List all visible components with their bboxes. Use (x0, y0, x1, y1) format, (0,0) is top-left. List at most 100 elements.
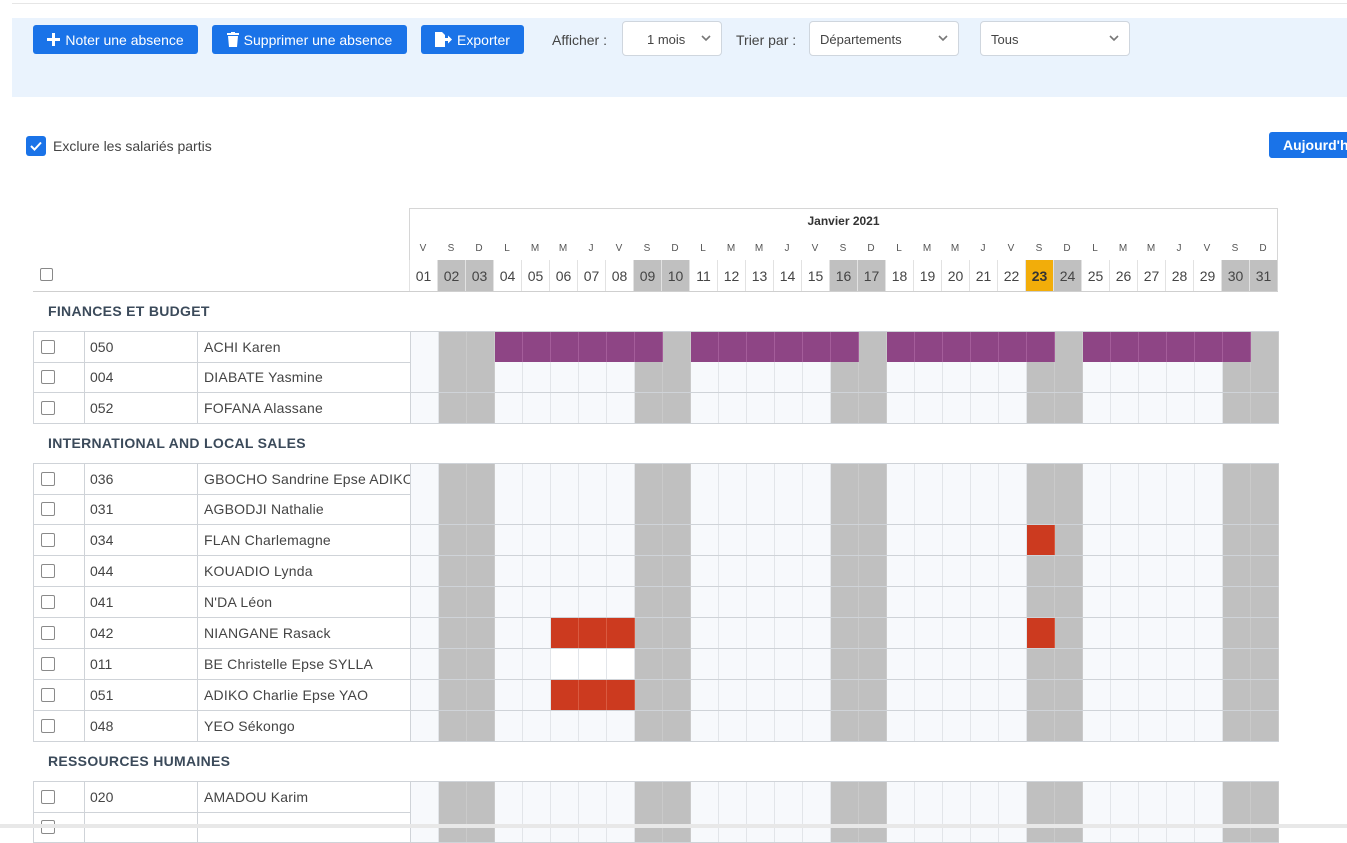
weekend-cell[interactable] (635, 711, 663, 741)
day-cell[interactable] (1083, 680, 1111, 710)
day-cell[interactable] (1195, 362, 1223, 392)
day-cell[interactable] (747, 393, 775, 423)
day-cell[interactable] (803, 494, 831, 524)
weekend-cell[interactable] (859, 332, 887, 362)
employee-row[interactable]: 004 DIABATE Yasmine (33, 362, 1279, 393)
employee-row[interactable]: 050 ACHI Karen (33, 331, 1279, 363)
day-cell[interactable] (775, 393, 803, 423)
absence-cell[interactable] (719, 332, 747, 362)
today-button[interactable]: Aujourd'hui (1269, 132, 1347, 158)
day-cell[interactable] (1111, 525, 1139, 555)
weekend-cell[interactable] (663, 362, 691, 392)
day-cell[interactable] (971, 362, 999, 392)
day-cell[interactable] (1195, 525, 1223, 555)
day-cell[interactable] (887, 782, 915, 812)
row-checkbox[interactable] (41, 657, 55, 671)
day-cell[interactable] (495, 649, 523, 679)
day-cell[interactable] (887, 393, 915, 423)
weekend-cell[interactable] (831, 649, 859, 679)
row-checkbox[interactable] (41, 595, 55, 609)
absence-cell[interactable] (1027, 525, 1055, 555)
day-cell[interactable] (971, 649, 999, 679)
weekend-cell[interactable] (467, 494, 495, 524)
weekend-cell[interactable] (635, 494, 663, 524)
absence-cell[interactable] (1167, 332, 1195, 362)
weekend-cell[interactable] (1223, 362, 1251, 392)
day-cell[interactable] (999, 711, 1027, 741)
day-cell[interactable] (1167, 782, 1195, 812)
day-cell[interactable] (607, 393, 635, 423)
day-cell[interactable] (943, 711, 971, 741)
weekend-cell[interactable] (1223, 587, 1251, 617)
day-cell[interactable] (1139, 649, 1167, 679)
day-cell[interactable] (719, 494, 747, 524)
day-cell[interactable] (523, 525, 551, 555)
weekend-cell[interactable] (439, 393, 467, 423)
weekend-cell[interactable] (467, 782, 495, 812)
day-cell[interactable] (943, 494, 971, 524)
day-cell[interactable] (943, 464, 971, 494)
weekend-cell[interactable] (467, 587, 495, 617)
day-cell[interactable] (495, 711, 523, 741)
day-cell[interactable] (915, 494, 943, 524)
day-cell[interactable] (523, 618, 551, 648)
weekend-cell[interactable] (1251, 393, 1279, 423)
day-cell[interactable] (775, 618, 803, 648)
day-cell[interactable] (971, 618, 999, 648)
day-cell[interactable] (495, 556, 523, 586)
weekend-cell[interactable] (859, 464, 887, 494)
employee-name[interactable]: N'DA Léon (204, 594, 273, 610)
day-cell[interactable] (1139, 782, 1167, 812)
weekend-cell[interactable] (1223, 494, 1251, 524)
weekend-cell[interactable] (635, 556, 663, 586)
absence-cell[interactable] (607, 618, 635, 648)
day-cell[interactable] (943, 782, 971, 812)
day-cell[interactable] (1195, 649, 1223, 679)
absence-cell[interactable] (887, 332, 915, 362)
absence-cell[interactable] (607, 680, 635, 710)
weekend-cell[interactable] (1055, 649, 1083, 679)
day-cell[interactable] (1111, 649, 1139, 679)
day-cell[interactable] (803, 525, 831, 555)
day-cell[interactable] (523, 362, 551, 392)
day-cell[interactable] (523, 782, 551, 812)
weekend-cell[interactable] (831, 618, 859, 648)
weekend-cell[interactable] (1027, 649, 1055, 679)
absence-cell[interactable] (1027, 618, 1055, 648)
day-cell[interactable] (411, 680, 439, 710)
day-cell[interactable] (971, 782, 999, 812)
day-cell[interactable] (607, 362, 635, 392)
day-cell[interactable] (411, 618, 439, 648)
weekend-cell[interactable] (635, 680, 663, 710)
day-cell[interactable] (915, 711, 943, 741)
day-cell[interactable] (747, 525, 775, 555)
weekend-cell[interactable] (859, 393, 887, 423)
day-cell[interactable] (1139, 618, 1167, 648)
day-cell[interactable] (971, 680, 999, 710)
weekend-cell[interactable] (439, 649, 467, 679)
day-cell[interactable] (551, 711, 579, 741)
day-cell[interactable] (1139, 494, 1167, 524)
weekend-cell[interactable] (1223, 649, 1251, 679)
day-cell[interactable] (747, 680, 775, 710)
day-cell[interactable] (999, 587, 1027, 617)
row-checkbox[interactable] (41, 533, 55, 547)
day-cell[interactable] (971, 711, 999, 741)
day-cell[interactable] (719, 711, 747, 741)
day-cell[interactable] (999, 494, 1027, 524)
day-cell[interactable] (607, 649, 635, 679)
absence-cell[interactable] (1083, 332, 1111, 362)
day-cell[interactable] (887, 680, 915, 710)
day-cell[interactable] (607, 711, 635, 741)
absence-cell[interactable] (691, 332, 719, 362)
row-checkbox[interactable] (41, 626, 55, 640)
day-cell[interactable] (607, 525, 635, 555)
day-cell[interactable] (803, 649, 831, 679)
day-cell[interactable] (411, 587, 439, 617)
weekend-cell[interactable] (439, 362, 467, 392)
weekend-cell[interactable] (663, 618, 691, 648)
employee-name[interactable]: ADIKO Charlie Epse YAO (204, 687, 369, 703)
day-cell[interactable] (915, 680, 943, 710)
weekend-cell[interactable] (663, 393, 691, 423)
day-cell[interactable] (411, 464, 439, 494)
